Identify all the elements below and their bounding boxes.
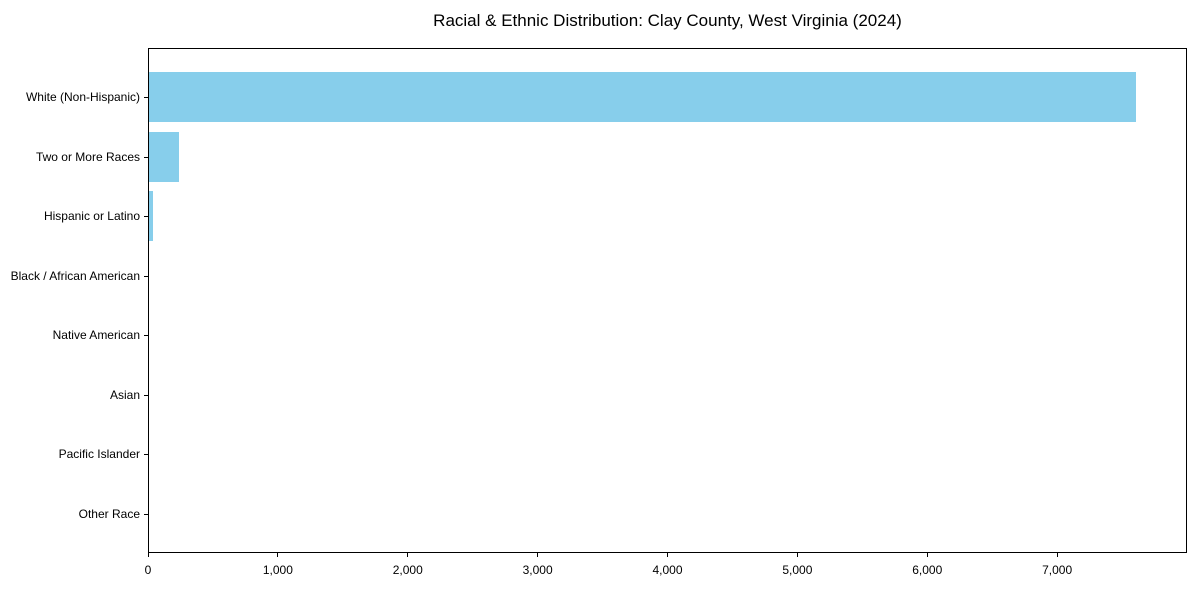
x-axis-tick: [926, 553, 928, 557]
x-axis-tick: [796, 553, 798, 557]
y-axis-tick: [144, 156, 148, 158]
y-axis-tick: [144, 514, 148, 515]
bar: [149, 131, 179, 182]
y-axis-label: Other Race: [78, 507, 140, 521]
x-axis-tick-label: 4,000: [652, 563, 683, 577]
x-axis-tick: [667, 553, 668, 557]
y-axis-tick: [144, 275, 148, 277]
y-axis-tick: [144, 216, 148, 218]
bar: [149, 72, 1137, 122]
x-axis-tick-label: 1,000: [262, 563, 293, 577]
x-axis-tick-label: 2,000: [392, 563, 423, 577]
y-axis-tick: [144, 335, 148, 337]
bar: [149, 191, 153, 242]
chart-title: Racial & Ethnic Distribution: Clay Count…: [433, 11, 902, 30]
y-axis-label: Hispanic or Latino: [43, 209, 140, 224]
y-axis-label: Asian: [109, 387, 140, 402]
y-axis-label: White (Non-Hispanic): [25, 90, 140, 104]
x-axis-tick-label: 7,000: [1042, 563, 1073, 577]
y-axis-tick: [144, 454, 148, 456]
x-axis-tick-label: 3,000: [522, 563, 553, 577]
x-axis-tick-label: 5,000: [782, 563, 813, 577]
y-axis-label: Two or More Races: [35, 149, 140, 164]
y-axis-tick: [144, 394, 148, 396]
x-axis-tick: [1056, 553, 1058, 557]
y-axis-label: Pacific Islander: [58, 447, 140, 462]
x-axis-tick-label: 0: [144, 563, 152, 577]
x-axis-tick-label: 6,000: [912, 563, 943, 577]
y-axis-tick: [144, 97, 148, 98]
x-axis-tick: [277, 553, 279, 557]
plot-area: [148, 48, 1187, 553]
y-axis-label: Native American: [52, 328, 140, 343]
x-axis-tick: [147, 553, 149, 557]
x-axis-tick: [537, 553, 539, 557]
x-axis-tick: [407, 553, 409, 557]
y-axis-label: Black / African American: [10, 268, 140, 283]
